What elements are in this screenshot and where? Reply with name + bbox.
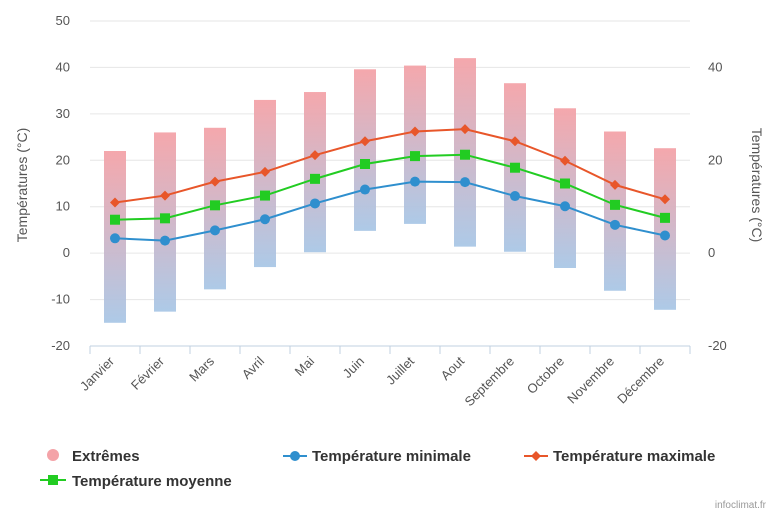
extremes-bar: [304, 92, 326, 253]
x-tick-label: Février: [128, 353, 168, 393]
extremes-bar: [254, 99, 276, 268]
point-circle: [510, 191, 520, 202]
point-circle: [260, 214, 270, 225]
legend-symbol-maximale: [531, 451, 541, 461]
y-axis-title-left: Températures (°C): [14, 128, 30, 243]
x-tick-label: Octobre: [524, 354, 567, 397]
x-tick-label: Janvier: [77, 353, 118, 394]
x-tick-label: Mars: [186, 353, 217, 384]
point-diamond: [460, 124, 470, 135]
point-square: [210, 200, 220, 211]
legend-symbol-moyenne: [48, 475, 58, 485]
point-diamond: [110, 197, 120, 208]
series-lines: [110, 124, 670, 246]
point-circle: [160, 235, 170, 246]
point-circle: [660, 230, 670, 241]
credit-label: infoclimat.fr: [715, 500, 767, 511]
point-diamond: [560, 155, 570, 166]
y-tick-label-right: 20: [708, 152, 722, 167]
y-tick-label-left: 10: [56, 199, 70, 214]
x-tick-label: Juin: [340, 354, 367, 381]
y-tick-label-left: 20: [56, 152, 70, 167]
y-tick-label-left: 40: [56, 59, 70, 74]
point-square: [260, 190, 270, 201]
point-diamond: [160, 190, 170, 201]
series-line-square: [114, 153, 666, 221]
series-line-circle: [114, 180, 666, 242]
extremes-bars: [104, 58, 676, 323]
point-square: [560, 178, 570, 189]
y-tick-label-left: -20: [51, 338, 70, 353]
y-tick-label-left: 0: [63, 245, 70, 260]
x-tick-label: Aout: [438, 353, 468, 383]
point-diamond: [660, 194, 670, 205]
series-line-diamond: [114, 128, 666, 204]
x-tick-label: Novembre: [564, 354, 617, 407]
y-tick-label-right: 0: [708, 245, 715, 260]
legend-label-maximale: Température maximale: [553, 448, 715, 465]
legend-symbol-extremes: [47, 449, 59, 461]
extremes-bar: [604, 131, 626, 291]
point-diamond: [260, 166, 270, 177]
legend-item-maximale[interactable]: Température maximale: [524, 448, 715, 465]
point-square: [310, 173, 320, 184]
legend-item-extremes[interactable]: Extrêmes: [47, 448, 140, 465]
x-tick-label: Septembre: [462, 354, 518, 410]
point-square: [110, 214, 120, 225]
y-tick-label-right: -20: [708, 338, 727, 353]
point-square: [160, 213, 170, 224]
point-square: [610, 199, 620, 210]
legend-label-minimale: Température minimale: [312, 448, 471, 465]
point-diamond: [310, 150, 320, 161]
y-tick-label-left: -10: [51, 292, 70, 307]
point-square: [360, 159, 370, 169]
point-circle: [310, 198, 320, 209]
point-circle: [110, 233, 120, 244]
x-tick-label: Juillet: [383, 353, 417, 387]
point-diamond: [410, 126, 420, 137]
point-circle: [460, 177, 470, 188]
extremes-bar: [404, 65, 426, 224]
legend-symbol-minimale: [290, 451, 300, 461]
legend-item-minimale[interactable]: Température minimale: [283, 448, 471, 465]
y-tick-label-left: 30: [56, 106, 70, 121]
grid: [90, 20, 690, 347]
extremes-bar: [354, 69, 376, 231]
point-circle: [410, 176, 420, 187]
point-circle: [210, 225, 220, 236]
point-square: [460, 149, 470, 160]
point-circle: [560, 201, 570, 212]
point-diamond: [360, 136, 370, 147]
y-axis-title-right: Températures (°C): [749, 128, 765, 243]
point-square: [660, 212, 670, 223]
legend-item-moyenne[interactable]: Température moyenne: [40, 473, 232, 490]
x-tick-label: Mai: [292, 353, 317, 378]
legend-label-moyenne: Température moyenne: [72, 473, 232, 490]
point-circle: [610, 219, 620, 230]
x-tick-label: Avril: [239, 353, 267, 381]
y-tick-label-right: 40: [708, 59, 722, 74]
point-circle: [360, 184, 370, 195]
point-diamond: [510, 136, 520, 147]
x-tick-label: Décembre: [614, 354, 667, 407]
legend: Extrêmes Température moyenne Température…: [40, 448, 715, 490]
point-diamond: [610, 179, 620, 190]
point-diamond: [210, 176, 220, 187]
point-square: [410, 151, 420, 162]
point-square: [510, 162, 520, 173]
legend-label-extremes: Extrêmes: [72, 448, 140, 465]
extremes-bar: [654, 148, 676, 310]
y-tick-label-left: 50: [56, 13, 70, 28]
